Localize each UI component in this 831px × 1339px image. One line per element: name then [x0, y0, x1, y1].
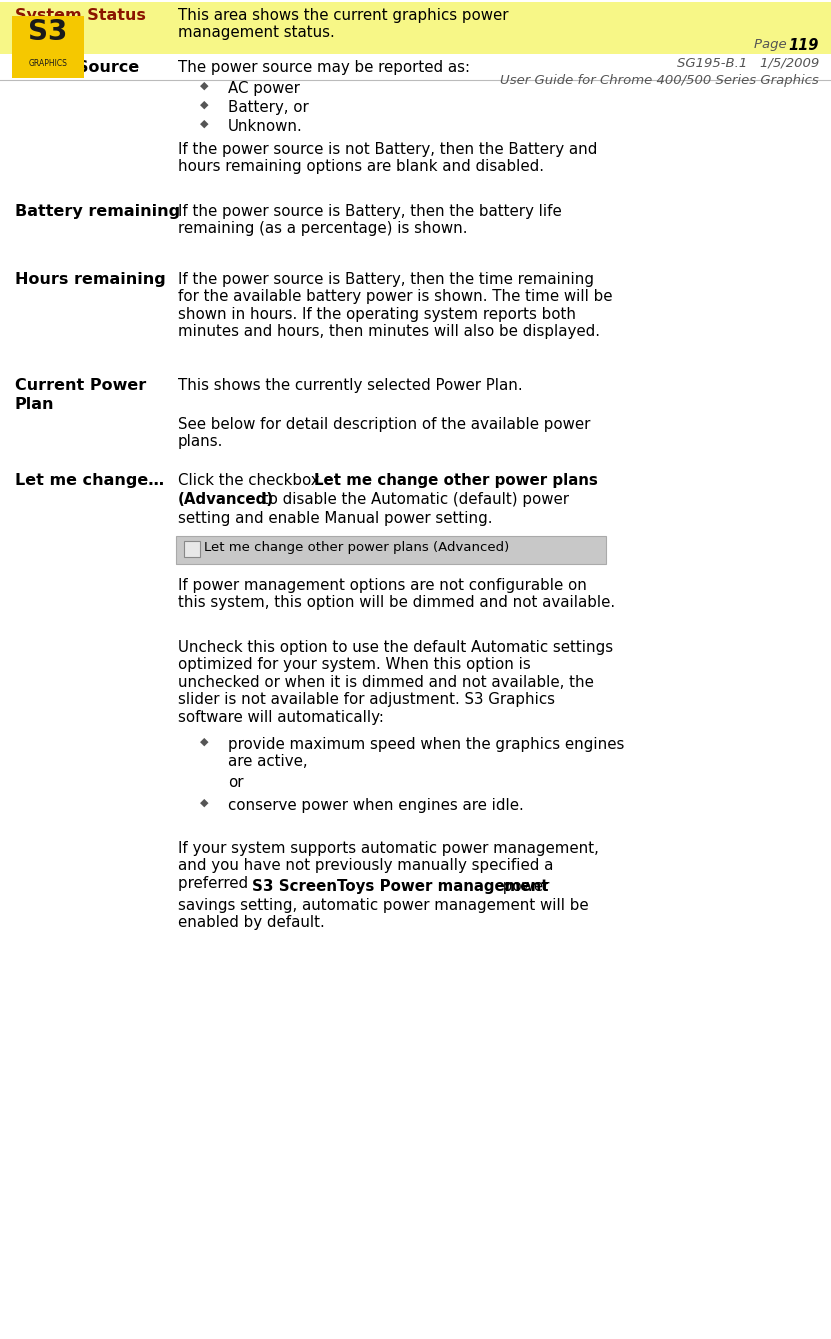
Text: This area shows the current graphics power
management status.: This area shows the current graphics pow… [178, 8, 509, 40]
Text: Let me change other power plans: Let me change other power plans [314, 473, 597, 487]
Text: S3: S3 [28, 17, 67, 46]
Text: If the power source is Battery, then the battery life
remaining (as a percentage: If the power source is Battery, then the… [178, 204, 562, 237]
Text: If the power source is not Battery, then the Battery and
hours remaining options: If the power source is not Battery, then… [178, 142, 597, 174]
Text: Battery, or: Battery, or [228, 100, 309, 115]
Text: See below for detail description of the available power
plans.: See below for detail description of the … [178, 416, 590, 450]
Text: GRAPHICS: GRAPHICS [28, 59, 67, 68]
Text: to disable the Automatic (default) power: to disable the Automatic (default) power [258, 491, 569, 507]
Text: 119: 119 [789, 37, 819, 54]
Text: setting and enable Manual power setting.: setting and enable Manual power setting. [178, 511, 493, 526]
Text: Click the checkbox: Click the checkbox [178, 473, 324, 487]
Text: Power Source: Power Source [15, 60, 140, 75]
Text: System Status: System Status [15, 8, 146, 23]
Bar [0, 1, 831, 54]
Text: User Guide for Chrome 400/500 Series Graphics: User Guide for Chrome 400/500 Series Gra… [500, 74, 819, 87]
Text: (Advanced): (Advanced) [178, 491, 274, 507]
Text: The power source may be reported as:: The power source may be reported as: [178, 60, 470, 75]
Text: or: or [228, 775, 243, 790]
Text: ◆: ◆ [200, 736, 209, 747]
Text: If your system supports automatic power management,
and you have not previously : If your system supports automatic power … [178, 841, 599, 890]
Text: Uncheck this option to use the default Automatic settings
optimized for your sys: Uncheck this option to use the default A… [178, 640, 613, 724]
Text: This shows the currently selected Power Plan.: This shows the currently selected Power … [178, 378, 523, 394]
Text: provide maximum speed when the graphics engines
are active,: provide maximum speed when the graphics … [228, 736, 624, 770]
Text: Plan: Plan [15, 396, 55, 412]
Text: conserve power when engines are idle.: conserve power when engines are idle. [228, 798, 524, 813]
Bar [12, 16, 84, 78]
Text: Hours remaining: Hours remaining [15, 272, 165, 287]
Text: Current Power: Current Power [15, 378, 146, 394]
Text: Let me change other power plans (Advanced): Let me change other power plans (Advance… [204, 541, 509, 554]
Text: If the power source is Battery, then the time remaining
for the available batter: If the power source is Battery, then the… [178, 272, 612, 339]
Text: If power management options are not configurable on
this system, this option wil: If power management options are not conf… [178, 578, 615, 611]
Text: ◆: ◆ [200, 119, 209, 129]
Text: SG195-B.1   1/5/2009: SG195-B.1 1/5/2009 [676, 56, 819, 70]
Text: AC power: AC power [228, 80, 300, 96]
Bar [184, 541, 200, 557]
Text: ◆: ◆ [200, 80, 209, 91]
Text: Let me change…: Let me change… [15, 473, 165, 487]
Text: Page: Page [754, 37, 791, 51]
Text: ◆: ◆ [200, 100, 209, 110]
Text: S3 ScreenToys Power management: S3 ScreenToys Power management [252, 878, 548, 894]
Text: Unknown.: Unknown. [228, 119, 302, 134]
Text: power: power [498, 878, 549, 894]
Text: savings setting, automatic power management will be
enabled by default.: savings setting, automatic power managem… [178, 898, 588, 931]
Text: ◆: ◆ [200, 798, 209, 807]
Bar [176, 536, 606, 564]
Text: Battery remaining: Battery remaining [15, 204, 180, 220]
